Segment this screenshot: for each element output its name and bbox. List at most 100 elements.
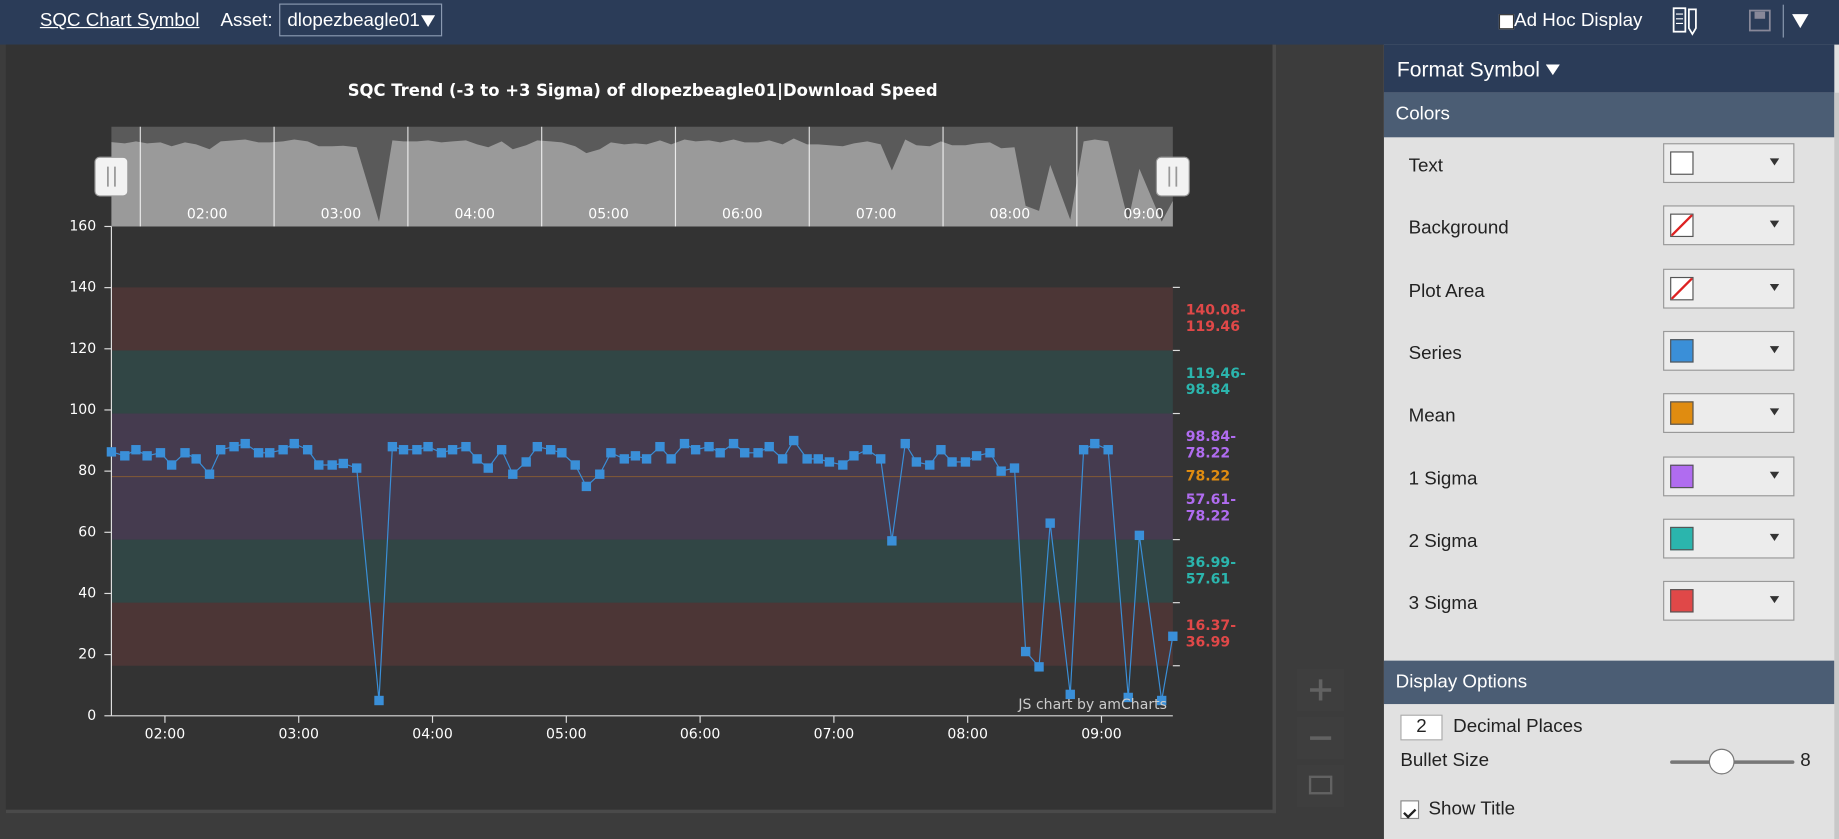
- picker-arrow: [1769, 158, 1780, 166]
- bullet: [849, 451, 859, 461]
- chart: SQC Trend (-3 to +3 Sigma) of dlopezbeag…: [69, 81, 1345, 808]
- navigator-label: 04:00: [454, 207, 495, 223]
- color-picker[interactable]: [1663, 455, 1795, 496]
- format-panel: Format Symbol Colors Text Background Plot …: [1383, 44, 1839, 839]
- bullet: [374, 695, 384, 706]
- sigma-band: [111, 287, 1173, 351]
- bullet: [1078, 445, 1089, 455]
- color-swatch: [1670, 589, 1694, 613]
- scrollbar[interactable]: [1834, 92, 1839, 839]
- panel-header: Format Symbol: [1383, 44, 1835, 93]
- slider-knob[interactable]: [1708, 748, 1735, 775]
- bullet: [838, 460, 848, 470]
- color-label: 1 Sigma: [1408, 468, 1478, 489]
- symbol-link[interactable]: SQC Chart Symbol: [39, 10, 200, 31]
- navigator-area: [111, 138, 1173, 227]
- edit-icon[interactable]: [1670, 5, 1703, 38]
- adhoc-checkbox[interactable]: [1498, 14, 1515, 30]
- band-label: 57.61-: [1186, 492, 1236, 508]
- y-tick-label: 0: [87, 708, 96, 724]
- decimal-label: Decimal Places: [1453, 716, 1583, 737]
- picker-arrow: [1769, 596, 1780, 604]
- color-label: Text: [1408, 156, 1443, 177]
- navigator-handle[interactable]: [1155, 156, 1190, 197]
- bullet: [387, 441, 398, 452]
- mean-label: 78.22: [1186, 469, 1230, 485]
- band-label: 36.99: [1186, 634, 1230, 650]
- bullet: [900, 438, 910, 449]
- bullet: [911, 457, 922, 467]
- bullet: [327, 460, 337, 470]
- bullet: [1156, 695, 1167, 706]
- band-label: 140.08-: [1186, 303, 1246, 319]
- bullet: [1009, 463, 1020, 473]
- zoom-in[interactable]: [1297, 668, 1345, 712]
- color-picker[interactable]: [1663, 518, 1795, 559]
- bullet: [606, 448, 616, 458]
- bullet: [557, 448, 567, 458]
- save-icon[interactable]: [1748, 8, 1774, 34]
- picker-arrow: [1769, 471, 1780, 479]
- sigma-band: [111, 350, 1173, 414]
- bullet: [352, 463, 362, 473]
- bullet: [887, 536, 897, 546]
- color-picker[interactable]: [1663, 580, 1795, 621]
- color-picker[interactable]: [1663, 143, 1795, 184]
- save-menu-arrow[interactable]: [1791, 12, 1810, 31]
- bullet: [461, 441, 471, 452]
- color-swatch: [1670, 401, 1694, 426]
- bullet: [302, 445, 313, 455]
- x-tick-label: 05:00: [546, 727, 587, 743]
- band-label: 119.46-: [1186, 366, 1246, 382]
- sigma-band: [111, 602, 1173, 666]
- bullet: [753, 448, 763, 458]
- color-swatch: [1670, 151, 1694, 175]
- bullet-label: Bullet Size: [1400, 750, 1490, 771]
- color-picker[interactable]: [1663, 330, 1795, 371]
- picker-arrow: [1769, 533, 1780, 541]
- bullet: [546, 445, 556, 455]
- bullet: [155, 448, 166, 458]
- bullet: [447, 445, 458, 455]
- asset-value: dlopezbeagle01: [287, 10, 420, 31]
- band-label: 78.22: [1186, 508, 1230, 524]
- bullet: [1065, 689, 1075, 700]
- color-label: Mean: [1408, 406, 1456, 427]
- color-picker[interactable]: [1663, 268, 1795, 309]
- band-label: 119.46: [1186, 319, 1240, 335]
- bullet: [436, 448, 447, 458]
- bullet: [862, 445, 873, 455]
- no-color-slash: [1671, 215, 1693, 237]
- navigator-handle[interactable]: [94, 156, 129, 197]
- zoom-out[interactable]: [1297, 716, 1345, 760]
- zoom-fit[interactable]: [1297, 765, 1345, 808]
- navigator-label: 02:00: [187, 207, 228, 223]
- color-picker[interactable]: [1663, 205, 1795, 246]
- panel-menu-arrow[interactable]: [1545, 63, 1560, 77]
- bullet: [1134, 530, 1145, 541]
- asset-select[interactable]: dlopezbeagle01: [279, 3, 443, 37]
- bullet: [960, 457, 971, 467]
- colors-header[interactable]: Colors: [1383, 92, 1835, 138]
- y-tick-label: 140: [69, 280, 96, 296]
- bullet: [1045, 518, 1055, 528]
- bullet: [655, 441, 665, 452]
- color-label: Background: [1408, 218, 1509, 239]
- band-label: 98.84-: [1186, 429, 1236, 445]
- x-tick-label: 07:00: [814, 727, 855, 743]
- x-tick-label: 08:00: [947, 727, 988, 743]
- color-label: 2 Sigma: [1408, 531, 1478, 552]
- color-label: Plot Area: [1408, 281, 1485, 302]
- bullet: [314, 460, 324, 470]
- adhoc-label: Ad Hoc Display: [1514, 10, 1643, 31]
- color-picker[interactable]: [1663, 393, 1795, 434]
- bullet: [876, 454, 886, 464]
- display-header[interactable]: Display Options: [1383, 660, 1835, 705]
- show-title-checkbox[interactable]: [1400, 800, 1420, 820]
- x-tick-label: 04:00: [412, 727, 453, 743]
- decimal-input[interactable]: 2: [1400, 714, 1443, 741]
- panel-title: Format Symbol: [1396, 57, 1540, 81]
- color-swatch: [1670, 213, 1694, 238]
- handle-grip: [107, 166, 116, 187]
